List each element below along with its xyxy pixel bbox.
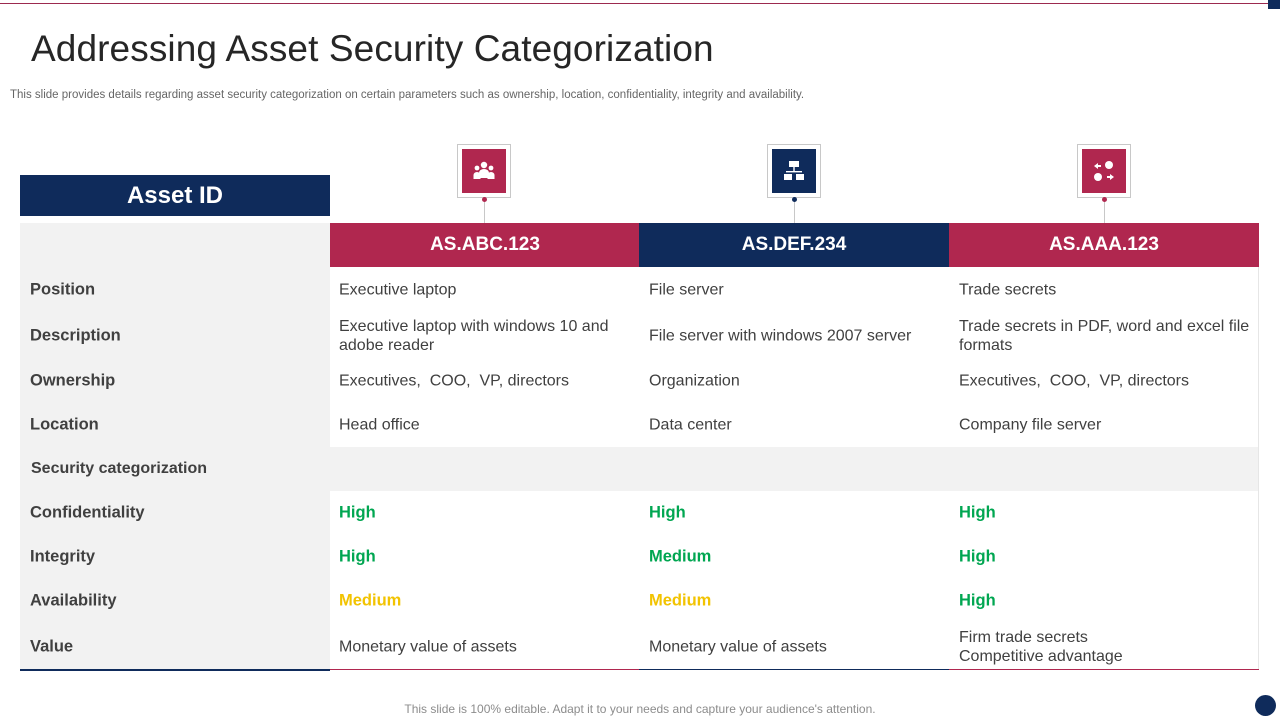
- table-cell: Data center: [649, 416, 732, 434]
- table-cell: Monetary value of assets: [649, 638, 827, 656]
- column-header-asset-2: AS.DEF.234: [639, 223, 949, 267]
- group-people-icon: [462, 149, 506, 193]
- table-cell: Company file server: [959, 416, 1102, 434]
- table-cell: Firm trade secrets Competitive advantage: [959, 629, 1123, 665]
- rating-badge: High: [959, 547, 996, 566]
- table-bottom-border: [949, 669, 1259, 670]
- column-header-asset-1: AS.ABC.123: [330, 223, 640, 267]
- row-label-position: Position: [30, 280, 96, 299]
- table-cell: Executives, COO, VP, directors: [339, 372, 570, 390]
- slide-subtitle: This slide provides details regarding as…: [10, 89, 805, 101]
- table-cell: Trade secrets in PDF, word and excel fil…: [959, 318, 1250, 354]
- rating-badge: High: [649, 503, 686, 522]
- icon-connector-3: [1104, 198, 1105, 224]
- row-label-value: Value: [30, 637, 74, 656]
- rating-badge: Medium: [649, 591, 712, 610]
- slide-footer-note: This slide is 100% editable. Adapt it to…: [404, 702, 876, 716]
- row-label-column: [20, 223, 330, 670]
- table-cell: File server: [649, 281, 724, 299]
- rating-badge: Medium: [649, 547, 712, 566]
- icon-dot-2: [792, 197, 797, 202]
- top-accent-line: [0, 3, 1268, 4]
- network-hierarchy-icon: [772, 149, 816, 193]
- table-cell: Trade secrets: [959, 281, 1057, 299]
- icon-connector-2: [794, 198, 795, 224]
- row-label-availability: Availability: [30, 591, 117, 610]
- table-bottom-border: [330, 669, 639, 670]
- row-label-confidentiality: Confidentiality: [30, 503, 145, 522]
- asset-icon-frame-3: [1077, 144, 1131, 198]
- row-label-location: Location: [30, 415, 99, 434]
- rating-badge: High: [959, 591, 996, 610]
- table-cell: Executive laptop: [339, 281, 457, 299]
- icon-dot-3: [1102, 197, 1107, 202]
- asset-icon-frame-2: [767, 144, 821, 198]
- row-label-security-categorization: Security categorization: [31, 460, 208, 477]
- asset-icon-frame-1: [457, 144, 511, 198]
- asset-id-header: Asset ID: [20, 175, 330, 216]
- table-cell: Monetary value of assets: [339, 638, 517, 656]
- table-right-border: [1258, 223, 1259, 670]
- column-header-asset-3: AS.AAA.123: [949, 223, 1259, 267]
- table-bottom-border: [639, 669, 949, 670]
- slide-nav-button[interactable]: [1255, 695, 1276, 716]
- table-cell: Executives, COO, VP, directors: [959, 372, 1190, 390]
- corner-accent: [1268, 0, 1280, 9]
- row-label-description: Description: [30, 326, 121, 345]
- table-cell: Organization: [649, 372, 740, 390]
- table-cell: Head office: [339, 416, 420, 434]
- rating-badge: High: [339, 547, 376, 566]
- shapes-exchange-icon: [1082, 149, 1126, 193]
- table-bottom-border: [20, 669, 330, 671]
- table-cell: File server with windows 2007 server: [649, 327, 912, 345]
- slide-title: Addressing Asset Security Categorization: [31, 28, 714, 69]
- table-cell: Executive laptop with windows 10 and ado…: [339, 318, 609, 354]
- rating-badge: High: [959, 503, 996, 522]
- row-label-integrity: Integrity: [30, 547, 96, 566]
- rating-badge: Medium: [339, 591, 402, 610]
- rating-badge: High: [339, 503, 376, 522]
- row-label-ownership: Ownership: [30, 371, 116, 390]
- security-categorization-band: [330, 447, 1259, 491]
- icon-dot-1: [482, 197, 487, 202]
- icon-connector-1: [484, 198, 485, 224]
